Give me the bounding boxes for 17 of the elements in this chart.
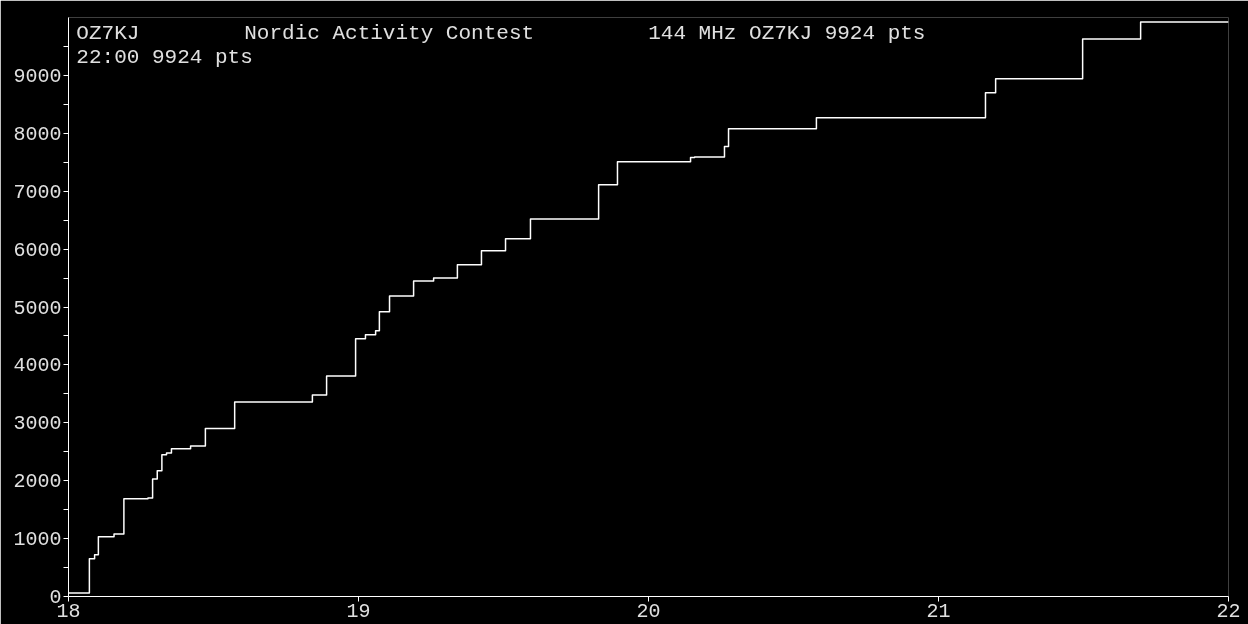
annotation: 144 MHz OZ7KJ 9924 pts — [648, 21, 926, 45]
y-tick-label: 7000 — [13, 180, 62, 204]
x-tick-label: 22 — [1216, 599, 1241, 623]
y-tick-label: 6000 — [13, 238, 62, 262]
x-tick-label: 19 — [346, 599, 371, 623]
chart-title: Nordic Activity Contest — [244, 21, 535, 45]
y-tick-label: 9000 — [13, 64, 62, 88]
annotation: 22:00 9924 pts — [76, 45, 253, 69]
y-tick-label: 5000 — [13, 296, 62, 320]
y-tick-label: 1000 — [13, 528, 62, 552]
x-tick-label: 21 — [926, 599, 951, 623]
y-tick-label: 8000 — [13, 122, 62, 146]
y-tick-label: 4000 — [13, 354, 62, 378]
y-tick-label: 2000 — [13, 470, 62, 494]
x-tick-label: 20 — [636, 599, 661, 623]
y-tick-label: 3000 — [13, 412, 62, 436]
annotation: OZ7KJ — [76, 21, 140, 45]
